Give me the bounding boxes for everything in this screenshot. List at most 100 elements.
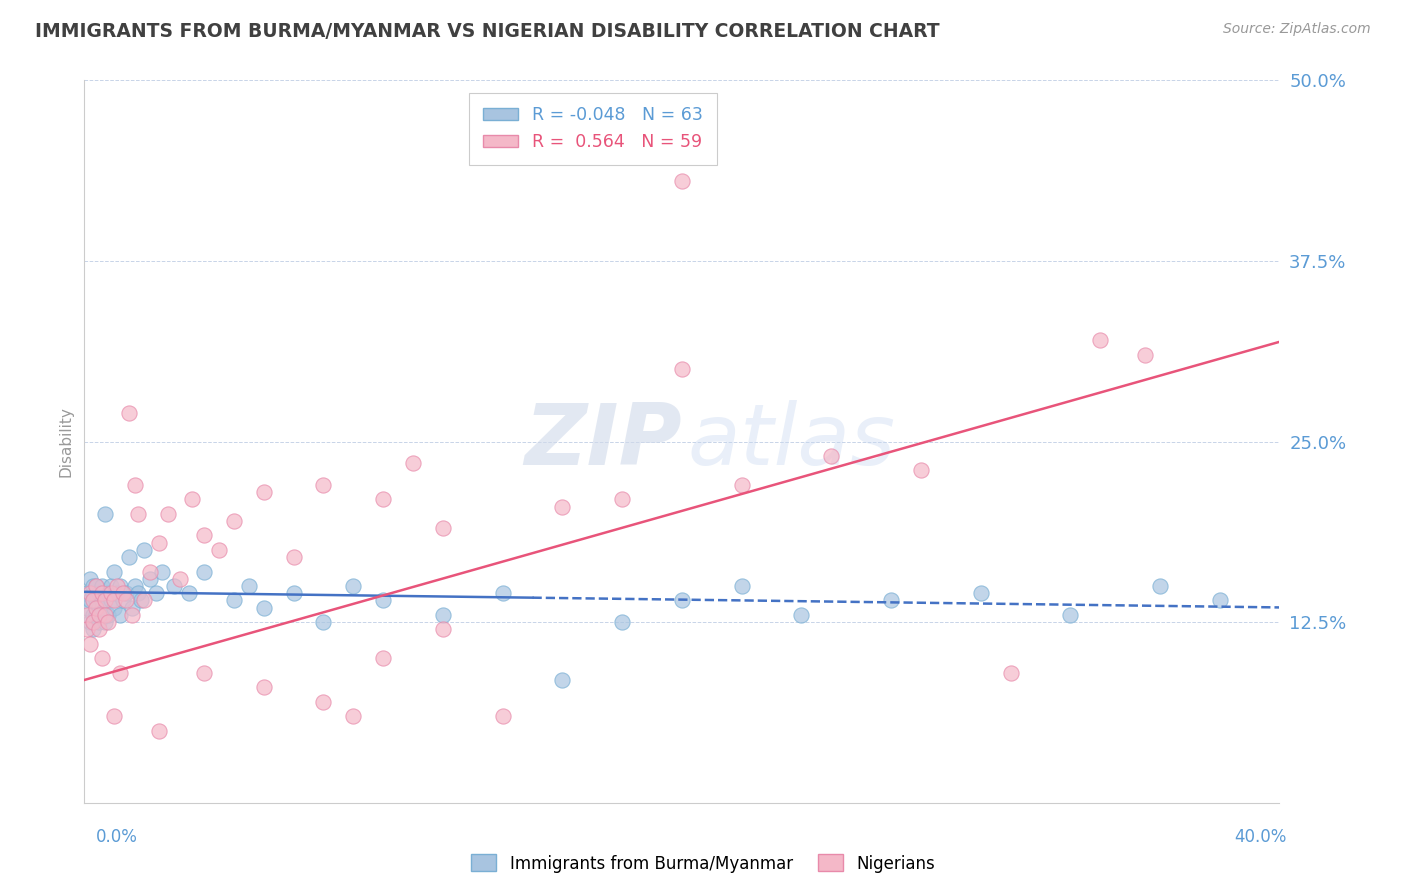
Point <box>970 586 993 600</box>
Point <box>89 586 111 600</box>
Point <box>163 579 186 593</box>
Point <box>91 651 114 665</box>
Point <box>1000 665 1022 680</box>
Text: Source: ZipAtlas.com: Source: ZipAtlas.com <box>1223 22 1371 37</box>
Point <box>193 665 215 680</box>
Point <box>82 615 104 630</box>
Point <box>91 593 114 607</box>
Point <box>94 593 117 607</box>
Point <box>492 586 515 600</box>
Point <box>148 723 170 738</box>
Point <box>731 579 754 593</box>
Point <box>105 579 128 593</box>
Point <box>283 586 305 600</box>
Text: 40.0%: 40.0% <box>1234 828 1286 846</box>
Point <box>150 565 173 579</box>
Point <box>139 572 162 586</box>
Point <box>222 593 245 607</box>
Text: IMMIGRANTS FROM BURMA/MYANMAR VS NIGERIAN DISABILITY CORRELATION CHART: IMMIGRANTS FROM BURMA/MYANMAR VS NIGERIA… <box>35 22 939 41</box>
Point <box>103 709 125 723</box>
Point <box>127 507 149 521</box>
Point <box>76 623 98 637</box>
Point <box>238 579 260 593</box>
Point <box>612 615 634 630</box>
Point <box>432 607 454 622</box>
Point <box>76 600 98 615</box>
Point <box>82 586 104 600</box>
Point <box>76 607 98 622</box>
Point <box>110 579 132 593</box>
Point <box>79 637 101 651</box>
Point <box>82 593 104 607</box>
Point <box>91 586 114 600</box>
Text: ZIP: ZIP <box>524 400 682 483</box>
Point <box>121 600 143 615</box>
Point <box>86 579 108 593</box>
Point <box>79 615 101 630</box>
Point <box>89 623 111 637</box>
Point <box>222 514 245 528</box>
Point <box>118 550 141 565</box>
Point <box>129 593 152 607</box>
Point <box>132 593 156 607</box>
Point <box>100 586 122 600</box>
Point <box>139 565 162 579</box>
Point <box>373 593 395 607</box>
Point <box>910 463 932 477</box>
Point <box>100 579 122 593</box>
Point <box>79 586 101 600</box>
Point <box>612 492 634 507</box>
Point <box>671 174 693 188</box>
Point <box>118 406 141 420</box>
Point <box>112 586 135 600</box>
Point <box>1059 607 1081 622</box>
Point <box>148 535 170 549</box>
Point <box>145 586 167 600</box>
Point <box>97 586 120 600</box>
Point <box>312 695 335 709</box>
Point <box>193 528 215 542</box>
Point <box>731 478 754 492</box>
Point <box>1149 579 1171 593</box>
Point <box>94 607 117 622</box>
Point <box>253 600 276 615</box>
Point <box>312 615 335 630</box>
Point <box>880 593 903 607</box>
Point <box>432 623 454 637</box>
Point <box>820 449 842 463</box>
Point <box>342 709 364 723</box>
Point <box>157 507 180 521</box>
Text: atlas: atlas <box>688 400 896 483</box>
Point <box>94 593 117 607</box>
Point <box>86 579 108 593</box>
Point <box>283 550 305 565</box>
Point <box>432 521 454 535</box>
Point <box>82 607 104 622</box>
Point <box>86 600 108 615</box>
Point <box>1209 593 1232 607</box>
Point <box>492 709 515 723</box>
Point <box>82 579 104 593</box>
Point <box>103 600 125 615</box>
Point <box>79 593 101 607</box>
Point <box>177 586 200 600</box>
Y-axis label: Disability: Disability <box>58 406 73 477</box>
Point <box>1090 334 1112 348</box>
Point <box>86 607 108 622</box>
Legend: Immigrants from Burma/Myanmar, Nigerians: Immigrants from Burma/Myanmar, Nigerians <box>464 847 942 880</box>
Point <box>86 593 108 607</box>
Point <box>82 623 104 637</box>
Point <box>402 456 425 470</box>
Point <box>97 615 120 630</box>
Point <box>551 673 574 687</box>
Point <box>105 586 128 600</box>
Point <box>671 593 693 607</box>
Point <box>112 593 135 607</box>
Point <box>94 507 117 521</box>
Point <box>342 579 364 593</box>
Point <box>103 565 125 579</box>
Point <box>76 586 98 600</box>
Point <box>253 485 276 500</box>
Point <box>253 680 276 694</box>
Point <box>115 586 138 600</box>
